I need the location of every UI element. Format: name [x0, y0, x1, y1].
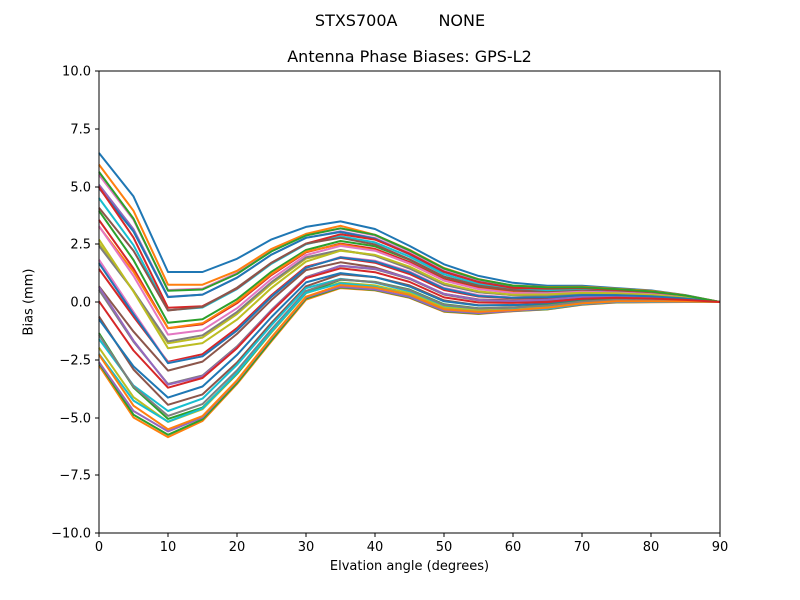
- chart-title: Antenna Phase Biases: GPS-L2: [287, 47, 532, 66]
- suptitle-station-id: STXS700A: [314, 11, 398, 30]
- series-line-29: [98, 239, 721, 350]
- figure-suptitle: STXS700A NONE: [0, 11, 800, 30]
- series-line-25: [98, 264, 721, 386]
- x-tick-label: 70: [574, 540, 591, 555]
- x-tick-label: 60: [505, 540, 522, 555]
- y-tick-label: −10.0: [51, 527, 91, 542]
- series-line-30: [98, 282, 721, 423]
- y-tick-label: 2.5: [70, 238, 91, 253]
- series-line-32: [98, 284, 721, 431]
- suptitle-antenna-code: NONE: [438, 11, 486, 30]
- x-tick-label: 50: [436, 540, 453, 555]
- x-tick-label: 90: [712, 540, 729, 555]
- y-tick-label: −5.0: [59, 412, 91, 427]
- x-tick-label: 20: [229, 540, 246, 555]
- x-tick-label: 0: [95, 540, 103, 555]
- series-line-28: [98, 278, 721, 417]
- x-tick-label: 30: [298, 540, 315, 555]
- x-tick-label: 10: [160, 540, 177, 555]
- x-tick-label: 40: [367, 540, 384, 555]
- y-tick-label: −2.5: [59, 354, 91, 369]
- series-line-31: [98, 256, 721, 365]
- y-tick-label: 0.0: [70, 296, 91, 311]
- y-tick-label: 7.5: [70, 123, 91, 138]
- y-tick-label: −7.5: [59, 469, 91, 484]
- series-line-27: [98, 225, 721, 336]
- y-tick-label: 10.0: [62, 65, 91, 80]
- y-tick-label: 5.0: [70, 181, 91, 196]
- y-axis-label: Bias (mm): [21, 268, 37, 336]
- x-axis-label: Elvation angle (degrees): [329, 559, 490, 574]
- series-line-02: [98, 287, 720, 439]
- series-line-19: [98, 281, 721, 423]
- x-tick-label: 80: [643, 540, 660, 555]
- series-line-33: [98, 171, 721, 303]
- series-line-34: [98, 267, 721, 389]
